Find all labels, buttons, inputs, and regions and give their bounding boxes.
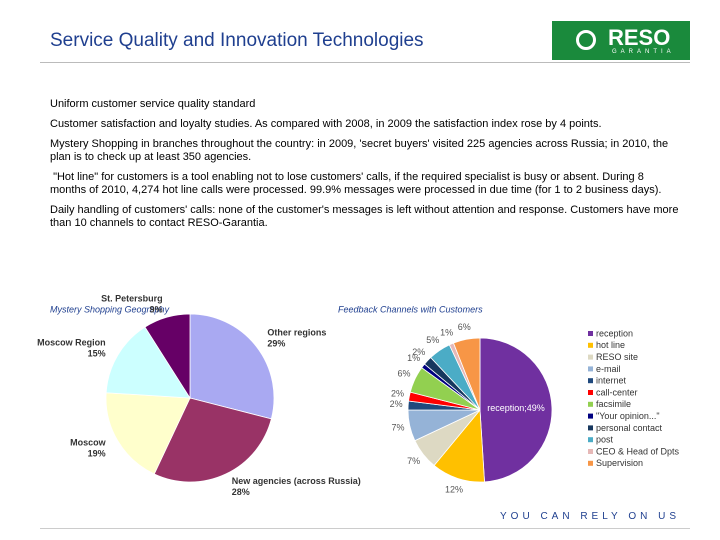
slice-value-label: 9% (150, 304, 163, 314)
legend-swatch (588, 354, 593, 360)
legend-swatch (588, 425, 593, 431)
footer-slogan: YOU CAN RELY ON US (500, 511, 680, 522)
legend-swatch (588, 437, 593, 443)
logo-name: RESO (608, 25, 671, 50)
logo-tagline: GARANTIA (612, 49, 675, 55)
legend-swatch (588, 366, 593, 372)
paragraph: Daily handling of customers' calls: none… (50, 204, 682, 229)
slice-value-label: 28% (232, 487, 250, 497)
slice-value-label: 7% (392, 423, 405, 433)
legend-label: post (596, 435, 614, 445)
slice-value-label: 12% (445, 484, 463, 494)
chart-title: Feedback Channels with Customers (338, 304, 483, 314)
legend-label: RESO site (596, 352, 638, 362)
header-rule (40, 62, 690, 63)
slice-category: Moscow Region (37, 337, 106, 347)
legend-swatch (588, 460, 593, 466)
pie-slice (189, 313, 275, 420)
legend-label: internet (596, 376, 627, 386)
slide-title: Service Quality and Innovation Technolog… (50, 30, 424, 51)
slice-value-label: 5% (426, 335, 439, 345)
slice-category: St. Petersburg (101, 293, 163, 303)
logo-icon (576, 30, 596, 50)
legend-label: CEO & Head of Dpts (596, 446, 680, 456)
slice-value-label: 1% (407, 353, 420, 363)
logo: RESO GARANTIA (552, 21, 690, 60)
slice-value-label: 19% (88, 448, 106, 458)
legend-swatch (588, 331, 593, 336)
slice-value-label: 1% (440, 327, 453, 337)
slice-value-label: 29% (267, 338, 285, 348)
paragraph: Customer satisfaction and loyalty studie… (50, 118, 602, 130)
text-block: Uniform customer service quality standar… (50, 98, 680, 237)
legend-label: hot line (596, 340, 625, 350)
slice-value-label: 2% (412, 347, 425, 357)
slice-value-label: 2% (391, 389, 404, 399)
footer-rule (40, 528, 690, 529)
slice-category: New agencies (across Russia) (232, 476, 361, 486)
paragraph: Uniform customer service quality standar… (50, 98, 256, 110)
pie-slice (479, 337, 553, 483)
slice-value-label: 6% (458, 322, 471, 332)
chart-title: Mystery Shopping Geography (50, 304, 170, 314)
legend-label: call-center (596, 387, 638, 397)
pie-slice (105, 392, 191, 475)
pie-slice (153, 397, 272, 483)
paragraph: Mystery Shopping in branches throughout … (50, 138, 672, 163)
legend-swatch (588, 390, 593, 395)
slice-value-label: 7% (407, 456, 420, 466)
paragraph: "Hot line" for customers is a tool enabl… (50, 171, 662, 196)
legend-swatch (588, 378, 593, 384)
legend-swatch (588, 413, 593, 419)
legend-label: personal contact (596, 423, 663, 433)
slice-category: Other regions (267, 327, 326, 337)
legend-swatch (588, 401, 593, 407)
pie-slice (105, 326, 191, 399)
pie-slice (144, 313, 191, 400)
legend-swatch (588, 449, 593, 454)
legend-label: facsimile (596, 399, 631, 409)
slice-value-label: 15% (88, 348, 106, 358)
pie-slice (452, 337, 481, 411)
slice-value-label: reception;49% (487, 403, 545, 413)
slice-category: Moscow (70, 437, 107, 447)
legend-swatch (588, 342, 593, 348)
legend-label: reception (596, 328, 633, 338)
legend-label: "Your opinion..." (596, 411, 660, 421)
slice-value-label: 2% (390, 399, 403, 409)
legend-label: e-mail (596, 364, 621, 374)
legend-label: Supervision (596, 458, 643, 468)
slice-value-label: 6% (397, 369, 410, 379)
